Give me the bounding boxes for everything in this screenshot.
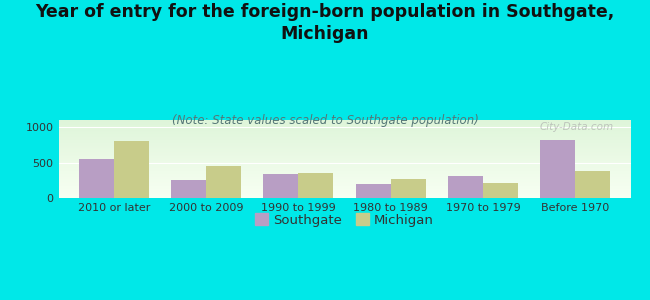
- Bar: [58, 137, 630, 138]
- Bar: [356, 184, 391, 198]
- Bar: [58, 182, 630, 183]
- Bar: [263, 174, 298, 198]
- Bar: [58, 145, 630, 146]
- Bar: [58, 150, 630, 151]
- Bar: [58, 179, 630, 180]
- Bar: [58, 157, 630, 158]
- Bar: [58, 123, 630, 124]
- Bar: [58, 156, 630, 157]
- Bar: [58, 167, 630, 168]
- Bar: [58, 155, 630, 156]
- Bar: [58, 130, 630, 131]
- Bar: [58, 181, 630, 182]
- Bar: [58, 190, 630, 191]
- Bar: [540, 140, 575, 198]
- Bar: [58, 186, 630, 187]
- Bar: [58, 163, 630, 164]
- Bar: [58, 171, 630, 172]
- Text: Year of entry for the foreign-born population in Southgate,
Michigan: Year of entry for the foreign-born popul…: [35, 3, 615, 43]
- Bar: [58, 187, 630, 188]
- Bar: [58, 166, 630, 167]
- Bar: [58, 147, 630, 148]
- Bar: [58, 122, 630, 123]
- Bar: [58, 174, 630, 175]
- Bar: [58, 162, 630, 163]
- Bar: [58, 197, 630, 198]
- Bar: [58, 129, 630, 130]
- Bar: [391, 179, 426, 198]
- Bar: [58, 153, 630, 154]
- Bar: [58, 152, 630, 153]
- Bar: [58, 131, 630, 132]
- Bar: [58, 176, 630, 177]
- Bar: [58, 159, 630, 160]
- Bar: [114, 141, 149, 198]
- Bar: [58, 185, 630, 186]
- Bar: [58, 194, 630, 195]
- Bar: [58, 189, 630, 190]
- Bar: [575, 171, 610, 198]
- Bar: [58, 191, 630, 192]
- Bar: [58, 178, 630, 179]
- Bar: [58, 124, 630, 125]
- Bar: [58, 133, 630, 134]
- Text: City-Data.com: City-Data.com: [540, 122, 614, 132]
- Bar: [58, 165, 630, 166]
- Bar: [58, 161, 630, 162]
- Bar: [58, 140, 630, 141]
- Bar: [58, 160, 630, 161]
- Bar: [58, 132, 630, 133]
- Bar: [58, 128, 630, 129]
- Bar: [171, 180, 206, 198]
- Bar: [58, 193, 630, 194]
- Bar: [58, 143, 630, 144]
- Bar: [58, 172, 630, 173]
- Bar: [58, 196, 630, 197]
- Bar: [58, 120, 630, 121]
- Bar: [58, 121, 630, 122]
- Bar: [298, 173, 333, 198]
- Bar: [58, 142, 630, 143]
- Bar: [58, 148, 630, 149]
- Bar: [58, 139, 630, 140]
- Bar: [79, 159, 114, 198]
- Bar: [58, 146, 630, 147]
- Bar: [58, 138, 630, 139]
- Bar: [58, 184, 630, 185]
- Legend: Southgate, Michigan: Southgate, Michigan: [250, 208, 439, 232]
- Bar: [58, 158, 630, 159]
- Bar: [58, 173, 630, 174]
- Bar: [58, 183, 630, 184]
- Bar: [58, 180, 630, 181]
- Bar: [58, 188, 630, 189]
- Bar: [483, 183, 518, 198]
- Bar: [58, 149, 630, 150]
- Bar: [58, 151, 630, 152]
- Bar: [58, 126, 630, 127]
- Bar: [58, 154, 630, 155]
- Text: (Note: State values scaled to Southgate population): (Note: State values scaled to Southgate …: [172, 114, 478, 127]
- Bar: [58, 169, 630, 170]
- Bar: [58, 168, 630, 169]
- Bar: [58, 144, 630, 145]
- Bar: [58, 127, 630, 128]
- Bar: [58, 141, 630, 142]
- Bar: [58, 135, 630, 136]
- Bar: [58, 192, 630, 193]
- Bar: [448, 176, 483, 198]
- Bar: [58, 125, 630, 126]
- Bar: [58, 170, 630, 171]
- Bar: [58, 134, 630, 135]
- Bar: [58, 175, 630, 176]
- Bar: [58, 195, 630, 196]
- Bar: [58, 136, 630, 137]
- Bar: [58, 177, 630, 178]
- Bar: [58, 164, 630, 165]
- Bar: [206, 166, 241, 198]
